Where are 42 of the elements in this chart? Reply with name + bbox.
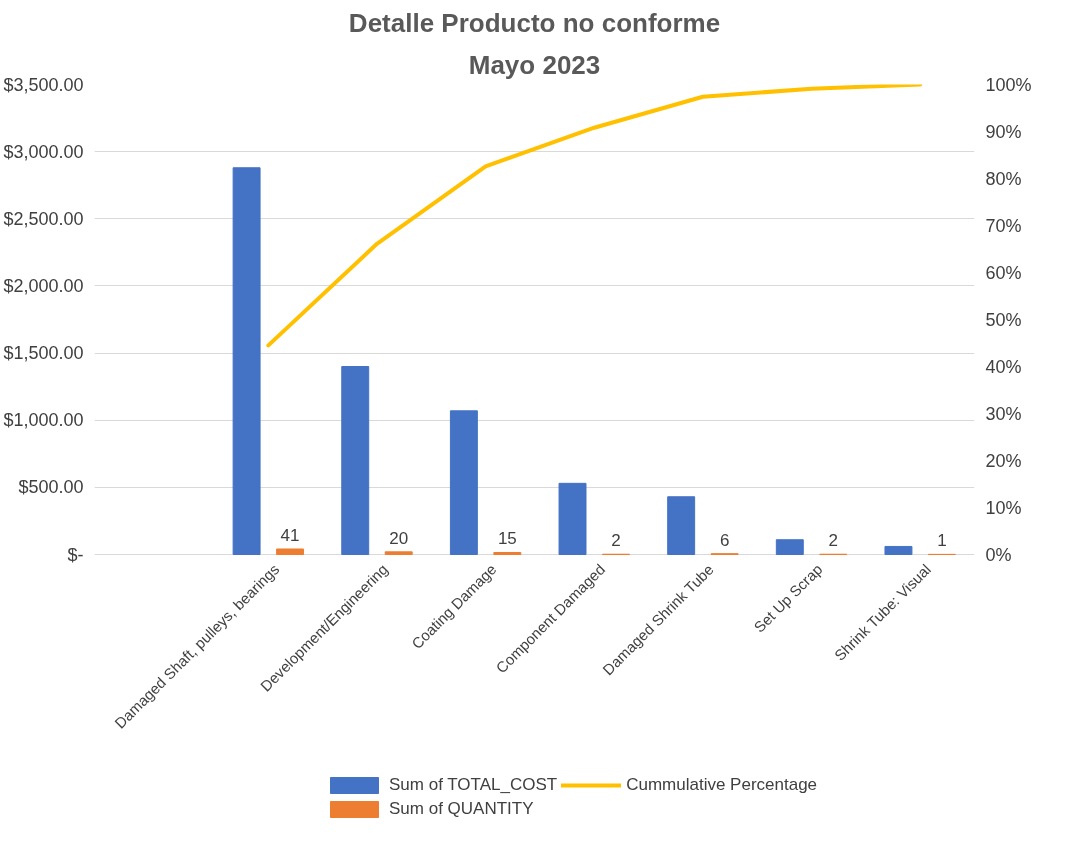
- y-tick-label: $2,000.00: [3, 275, 84, 296]
- y2-tick-label: 50%: [985, 309, 1022, 330]
- data-label: 6: [719, 530, 730, 550]
- y2-tick-label: 80%: [985, 168, 1022, 189]
- chart-subtitle: Mayo 2023: [468, 49, 601, 80]
- y-tick-label: $1,000.00: [3, 410, 84, 431]
- data-label: 2: [611, 531, 621, 551]
- y2-tick-label: 90%: [985, 121, 1022, 142]
- data-label: 20: [389, 528, 409, 548]
- bar: [384, 551, 413, 555]
- legend-label: Sum of TOTAL_COST: [389, 775, 558, 795]
- y2-tick-label: 70%: [985, 215, 1022, 236]
- bar: [449, 410, 478, 555]
- y2-tick-label: 60%: [985, 262, 1022, 283]
- legend-label: Sum of QUANTITY: [389, 799, 534, 819]
- bar: [276, 548, 305, 555]
- chart-title: Detalle Producto no conforme: [348, 7, 721, 38]
- bar: [341, 366, 370, 555]
- line-series: [266, 84, 923, 348]
- y2-tick-label: 0%: [985, 544, 1012, 565]
- y2-tick-label: 100%: [985, 74, 1032, 95]
- y-tick-label: $1,500.00: [3, 343, 84, 364]
- bar: [232, 167, 261, 555]
- bar: [775, 539, 804, 555]
- bar: [493, 551, 522, 555]
- bar: [558, 482, 587, 555]
- y-tick-label: $500.00: [18, 477, 84, 498]
- legend-label: Cummulative Percentage: [626, 775, 818, 795]
- y-tick-label: $2,500.00: [3, 208, 84, 229]
- data-label: 41: [280, 525, 300, 545]
- y2-tick-label: 30%: [985, 403, 1022, 424]
- y2-tick-label: 10%: [985, 497, 1022, 518]
- data-label: 1: [937, 531, 947, 551]
- y-tick-label: $3,500.00: [3, 74, 84, 95]
- y2-tick-label: 20%: [985, 450, 1022, 471]
- y2-tick-label: 40%: [985, 356, 1022, 377]
- data-label: 2: [828, 531, 839, 551]
- bar: [667, 496, 696, 555]
- data-label: 15: [497, 529, 517, 549]
- y-tick-label: $3,000.00: [3, 141, 84, 162]
- y-tick-label: $-: [67, 544, 84, 565]
- bar: [884, 545, 913, 555]
